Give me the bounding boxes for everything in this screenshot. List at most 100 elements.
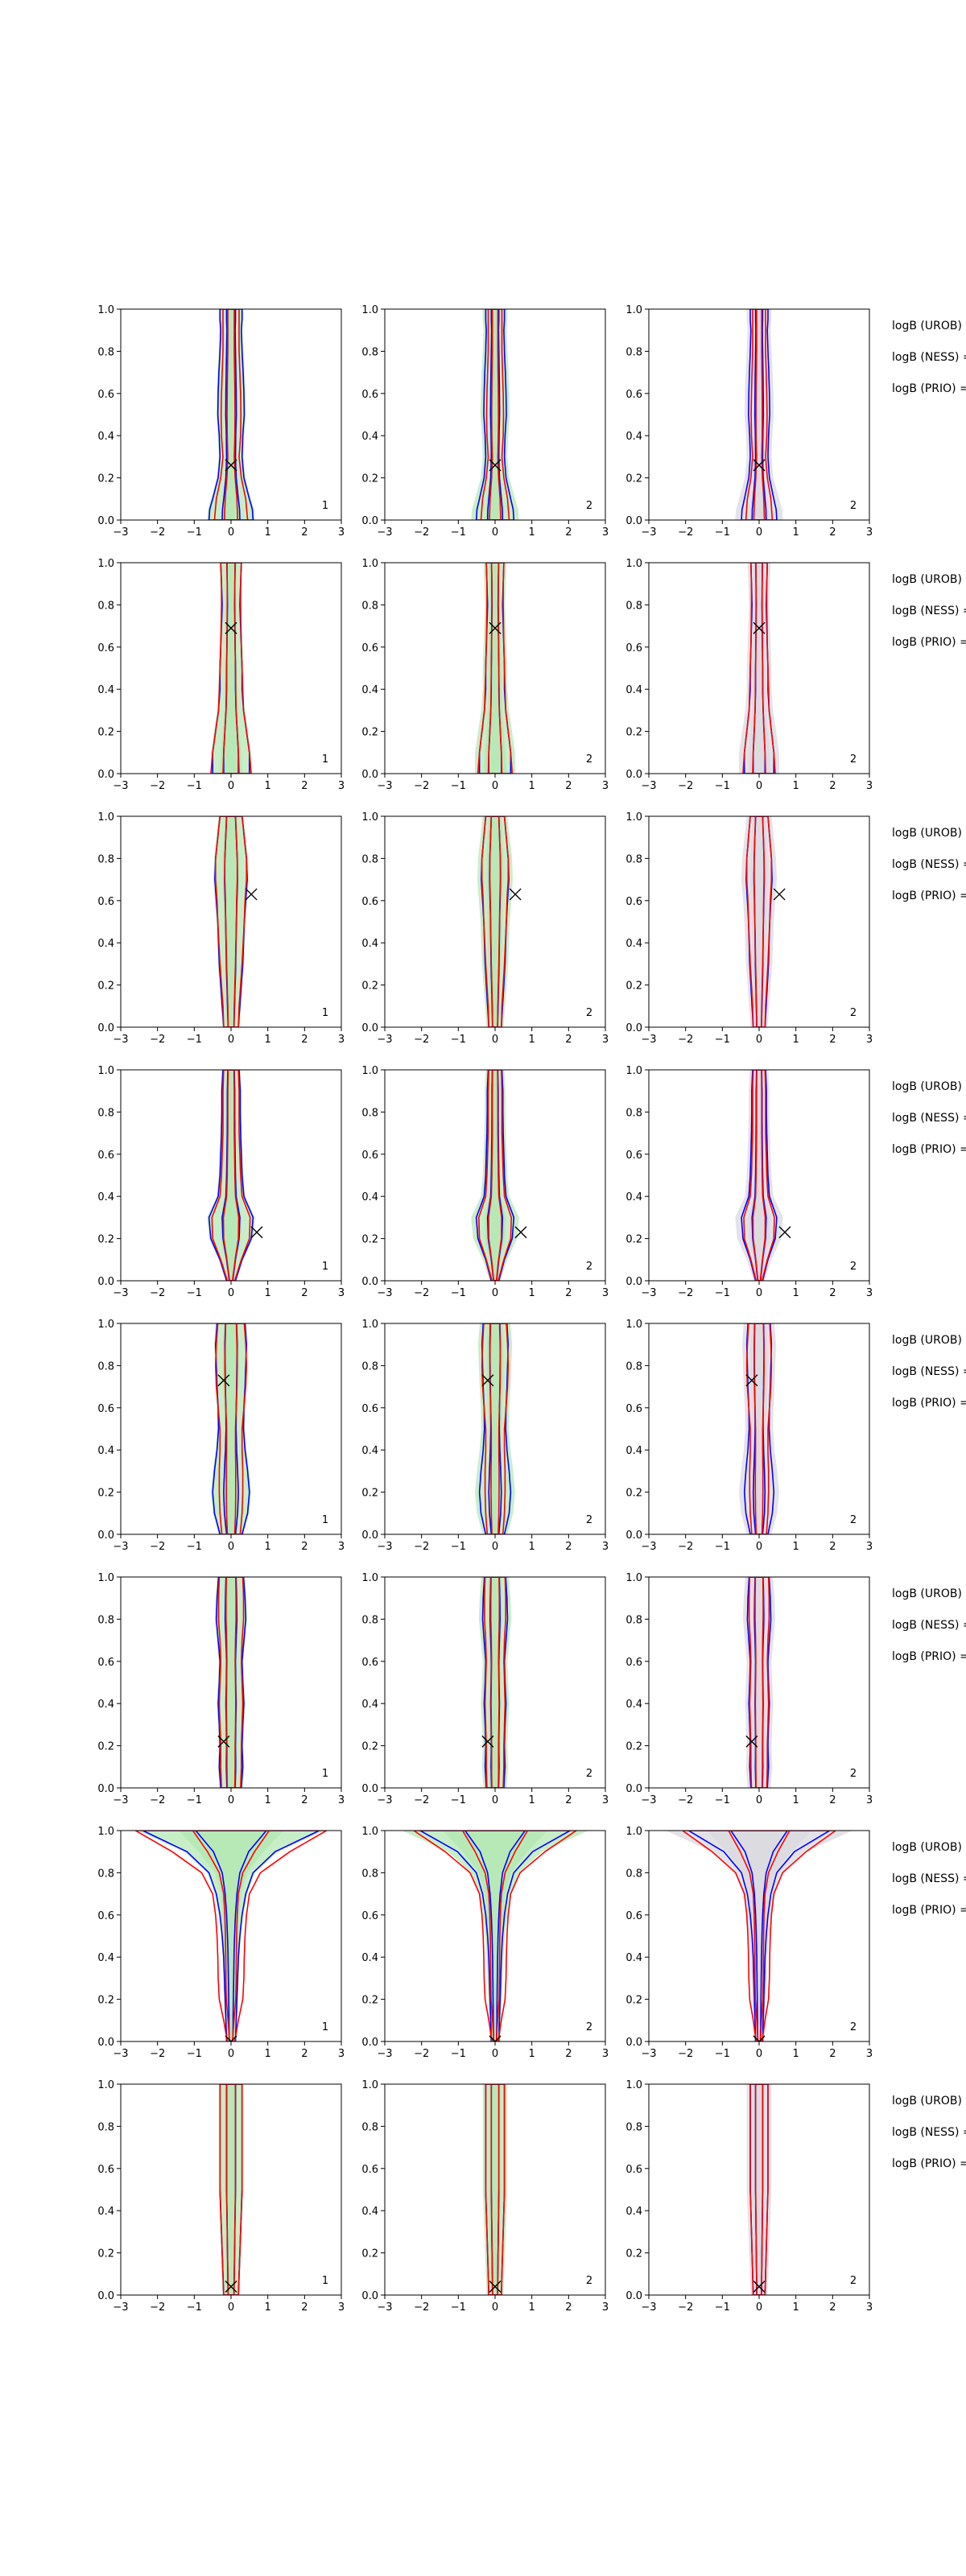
y-tick-label: 0.8: [97, 1107, 114, 1119]
x-tick-label: 2: [565, 2301, 572, 2314]
y-tick-label: 1.0: [361, 1572, 378, 1584]
y-tick-label: 0.8: [625, 1868, 642, 1880]
y-tick-label: 0.8: [97, 1360, 114, 1373]
x-tick-label: −1: [451, 526, 466, 539]
x-tick-label: −2: [150, 1541, 165, 1553]
x-tick-label: 3: [602, 2301, 609, 2314]
x-tick-label: 3: [602, 1541, 609, 1553]
x-tick-label: 0: [756, 2301, 762, 2314]
x-tick-label: −2: [414, 1541, 429, 1553]
red-contour-inner: [752, 563, 766, 774]
logb-label-1: logB (UROB) =: [892, 1841, 966, 1854]
red-contour-inner: [223, 309, 239, 520]
red-contour-outer: [219, 2084, 243, 2295]
x-tick-label: −2: [678, 1034, 693, 1046]
x-tick-label: 2: [565, 1034, 572, 1046]
y-tick-label: 0.6: [361, 896, 378, 908]
blue-contour-outer: [478, 1323, 512, 1534]
x-tick-label: −3: [641, 2301, 656, 2314]
y-tick-label: 0.6: [97, 1403, 114, 1415]
x-tick-label: 1: [793, 1287, 799, 1299]
blue-contour-outer: [741, 309, 778, 520]
blue-contour-outer: [687, 1831, 832, 2041]
x-tick-label: 1: [529, 526, 535, 539]
y-tick-label: 1.0: [625, 558, 642, 570]
x-tick-label: −2: [678, 1794, 693, 1806]
x-tick-label: 2: [301, 1541, 308, 1553]
x-tick-label: −2: [678, 526, 693, 539]
x-tick-label: −3: [113, 1287, 128, 1299]
y-tick-label: 0.6: [97, 896, 114, 908]
y-tick-label: 0.2: [361, 1995, 378, 2007]
panel-tag: 2: [850, 500, 857, 512]
y-tick-label: 0.8: [361, 1107, 378, 1119]
truth-marker: [753, 2035, 766, 2041]
x-tick-label: 0: [228, 2301, 234, 2314]
plot-area: [735, 309, 783, 520]
y-tick-label: 0.0: [361, 769, 378, 781]
x-tick-label: 2: [829, 1287, 836, 1299]
x-tick-label: 2: [565, 526, 572, 539]
y-tick-label: 0.4: [361, 938, 378, 950]
density-fill-inner: [749, 309, 769, 520]
blue-contour-outer: [475, 1070, 515, 1281]
blue-contour-outer: [215, 1577, 247, 1788]
red-contour-inner: [489, 1323, 502, 1534]
x-tick-label: −3: [113, 1034, 128, 1046]
x-tick-label: 2: [301, 780, 308, 792]
red-contour-outer: [211, 1070, 251, 1281]
plot-area: [211, 1323, 251, 1534]
y-tick-label: 0.0: [97, 1783, 114, 1795]
y-tick-label: 0.8: [625, 853, 642, 865]
red-contour-inner: [222, 563, 240, 774]
y-tick-label: 0.8: [97, 346, 114, 358]
x-tick-label: −1: [451, 2048, 466, 2060]
red-contour-inner: [753, 816, 765, 1027]
x-tick-label: −1: [715, 1794, 730, 1806]
x-tick-label: 1: [793, 1541, 799, 1553]
x-tick-label: 1: [793, 2048, 799, 2060]
truth-marker: [489, 2281, 502, 2293]
y-tick-label: 0.4: [361, 684, 378, 696]
y-tick-label: 0.0: [361, 1276, 378, 1288]
panel-r8-c3: −3 −2 −1 0 1 2 3 0.0 0.2 0.4 0.6 0.8 1.0 2: [625, 2079, 873, 2314]
red-contour-inner: [225, 1577, 237, 1788]
x-tick-label: −1: [451, 1794, 466, 1806]
plot-area: [477, 816, 522, 1027]
x-tick-label: 3: [602, 1794, 609, 1806]
x-tick-label: 0: [228, 1287, 234, 1299]
logb-label-1: logB (UROB) =: [892, 1587, 966, 1600]
x-tick-label: 2: [829, 2301, 836, 2314]
x-tick-label: −3: [113, 1541, 128, 1553]
panel-r4-c1: −3 −2 −1 0 1 2 3 0.0 0.2 0.4 0.6 0.8 1.0 1: [97, 1065, 345, 1299]
logb-label-1: logB (UROB) =: [892, 1334, 966, 1347]
truth-marker: [489, 459, 502, 472]
y-tick-label: 0.0: [625, 1530, 642, 1542]
panel-r3-c1: −3 −2 −1 0 1 2 3 0.0 0.2 0.4 0.6 0.8 1.0 1: [97, 811, 345, 1046]
blue-contour-inner: [195, 1831, 267, 2041]
panel-r8-c1: −3 −2 −1 0 1 2 3 0.0 0.2 0.4 0.6 0.8 1.0 1: [97, 2079, 345, 2314]
red-contour-outer: [481, 1323, 510, 1534]
x-tick-label: 3: [866, 1541, 873, 1553]
x-tick-label: −1: [451, 780, 466, 792]
x-tick-label: 1: [265, 2301, 271, 2314]
y-tick-label: 0.6: [625, 1657, 642, 1669]
y-tick-label: 0.2: [97, 1488, 114, 1500]
logb-label-2: logB (NESS) =: [892, 1365, 966, 1378]
plot-area: [478, 1577, 512, 1788]
x-tick-label: −1: [187, 1287, 202, 1299]
logb-label-2: logB (NESS) =: [892, 858, 966, 871]
y-tick-label: 0.0: [361, 515, 378, 527]
y-tick-label: 0.2: [625, 1741, 642, 1753]
y-tick-label: 0.2: [625, 980, 642, 993]
plot-area: [218, 2084, 244, 2295]
y-tick-label: 1.0: [97, 1319, 114, 1331]
x-tick-label: −1: [451, 1287, 466, 1299]
truth-marker: [753, 621, 766, 634]
plot-area: [210, 563, 252, 774]
y-tick-label: 1.0: [97, 304, 114, 316]
red-contour-outer: [749, 2084, 769, 2295]
x-tick-label: −1: [187, 1034, 202, 1046]
truth-marker: [225, 621, 237, 634]
x-tick-label: 1: [265, 1541, 271, 1553]
